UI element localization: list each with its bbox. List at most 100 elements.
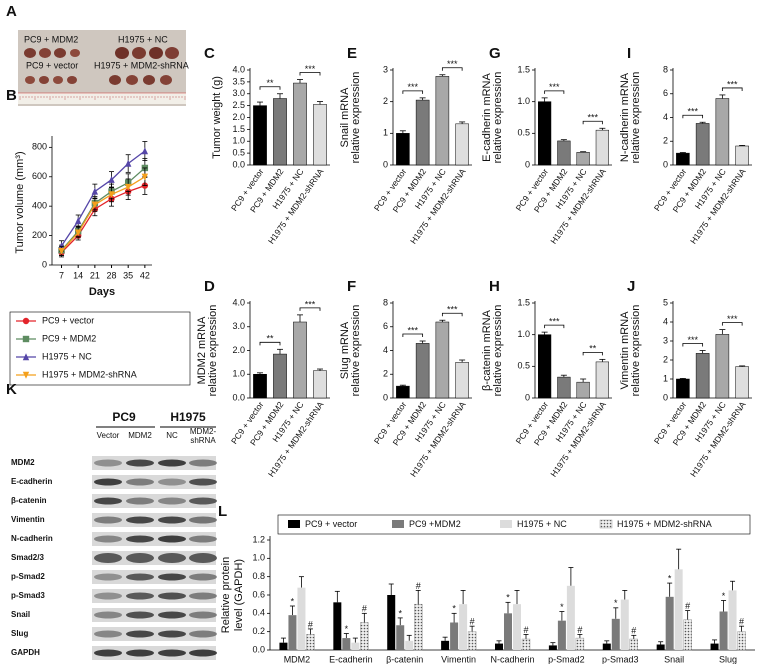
y-tick-label: 1.5 <box>517 64 530 74</box>
x-tick-label: p-Smad2 <box>548 654 585 664</box>
bar <box>611 618 620 650</box>
bar <box>566 585 575 650</box>
y-axis-label: Tumor weight (g) <box>211 76 223 159</box>
significance-label: *** <box>447 305 458 315</box>
data-label: * <box>722 591 726 601</box>
blot-band <box>126 497 154 505</box>
line <box>61 176 146 252</box>
data-label: * <box>614 598 618 608</box>
y-tick-label: 0 <box>42 259 47 269</box>
significance-bracket <box>402 90 424 94</box>
y-tick-label: 1 <box>663 373 668 383</box>
y-tick-label: 0.2 <box>252 626 265 636</box>
x-tick-label: 14 <box>73 270 83 280</box>
panel-letter: G <box>489 45 501 62</box>
lane-label: MDM2- <box>190 427 217 436</box>
bar <box>387 595 396 650</box>
significance-bracket <box>544 324 565 329</box>
y-tick-label: 4 <box>663 112 668 122</box>
bar <box>455 362 469 399</box>
data-label: # <box>739 617 744 627</box>
y-tick-label: 400 <box>32 201 47 211</box>
legend-swatch <box>288 520 300 528</box>
y-tick-label: 0 <box>525 392 530 402</box>
significance-bracket <box>402 333 424 337</box>
bar <box>441 640 450 650</box>
panel-letter: C <box>204 45 215 62</box>
significance-label: *** <box>549 317 560 327</box>
significance-bracket <box>582 351 603 356</box>
y-axis-label: β-catenin mRNA <box>481 309 493 391</box>
significance-bracket <box>259 86 281 90</box>
bar <box>455 123 469 166</box>
significance-label: *** <box>687 107 698 117</box>
x-tick-label: p-Smad3 <box>602 654 639 664</box>
row-label: p-Smad3 <box>11 591 45 600</box>
bar <box>396 625 405 650</box>
blot-band <box>189 535 217 543</box>
lane-label: MDM2 <box>128 431 152 440</box>
legend-label: H1975 + MDM2-shRNA <box>617 519 712 529</box>
bar <box>629 638 638 651</box>
line <box>60 150 146 247</box>
bar <box>576 152 590 166</box>
bar <box>342 638 351 650</box>
y-tick-label: 2.5 <box>232 100 245 110</box>
significance-label: *** <box>407 325 418 335</box>
y-axis-label: relative expression <box>630 72 642 164</box>
data-label: # <box>523 625 528 635</box>
x-tick-label: MDM2 <box>284 654 311 664</box>
significance-bracket <box>441 67 463 71</box>
y-tick-label: 0.5 <box>517 361 530 371</box>
y-tick-label: 3.5 <box>232 76 245 86</box>
data-label: * <box>506 593 510 603</box>
y-tick-label: 8 <box>663 64 668 74</box>
significance-bracket <box>582 120 603 125</box>
bar <box>715 98 730 166</box>
marker <box>124 183 132 191</box>
blot-band <box>94 630 122 638</box>
blot-band <box>94 497 122 505</box>
significance-bracket <box>299 72 321 76</box>
x-tick-label: 42 <box>140 270 150 280</box>
x-tick-label: 28 <box>107 270 117 280</box>
data-label: * <box>291 596 295 606</box>
data-label: # <box>577 625 582 635</box>
significance-label: *** <box>447 59 458 69</box>
bar <box>495 643 503 650</box>
photo-label: PC9 + MDM2 <box>24 34 78 44</box>
blot-band <box>126 592 154 600</box>
bar <box>575 637 585 651</box>
blot-band <box>126 535 154 543</box>
legend-label: PC9 + vector <box>42 315 94 325</box>
legend-swatch <box>500 520 512 528</box>
y-axis-label: E-cadherin mRNA <box>481 73 493 162</box>
row-label: E-cadherin <box>11 477 52 486</box>
photo-label: H1975 + NC <box>118 34 168 44</box>
blot-band <box>94 516 122 524</box>
bar <box>467 631 477 651</box>
blot-band <box>94 611 122 619</box>
y-tick-label: 2.0 <box>232 112 245 122</box>
blot-band <box>158 592 186 600</box>
y-tick-label: 1 <box>383 128 388 138</box>
bar <box>656 644 665 650</box>
blot-band <box>189 611 217 619</box>
blot-band <box>126 459 154 467</box>
legend-swatch <box>392 520 404 528</box>
blot-band <box>126 611 154 619</box>
blot-band <box>126 630 154 638</box>
row-label: Snail <box>11 610 30 619</box>
blot-band <box>126 478 154 486</box>
x-tick-label: 21 <box>90 270 100 280</box>
y-tick-label: 1.0 <box>252 553 265 563</box>
blot-band <box>189 573 217 581</box>
blot-band <box>94 459 122 467</box>
significance-label: *** <box>305 64 316 74</box>
bar <box>414 603 423 651</box>
bar <box>602 643 611 650</box>
row-label: MDM2 <box>11 458 35 467</box>
x-tick-label: E-cadherin <box>329 654 373 664</box>
x-tick-label: Vimentin <box>441 654 476 664</box>
blot-band <box>126 516 154 524</box>
